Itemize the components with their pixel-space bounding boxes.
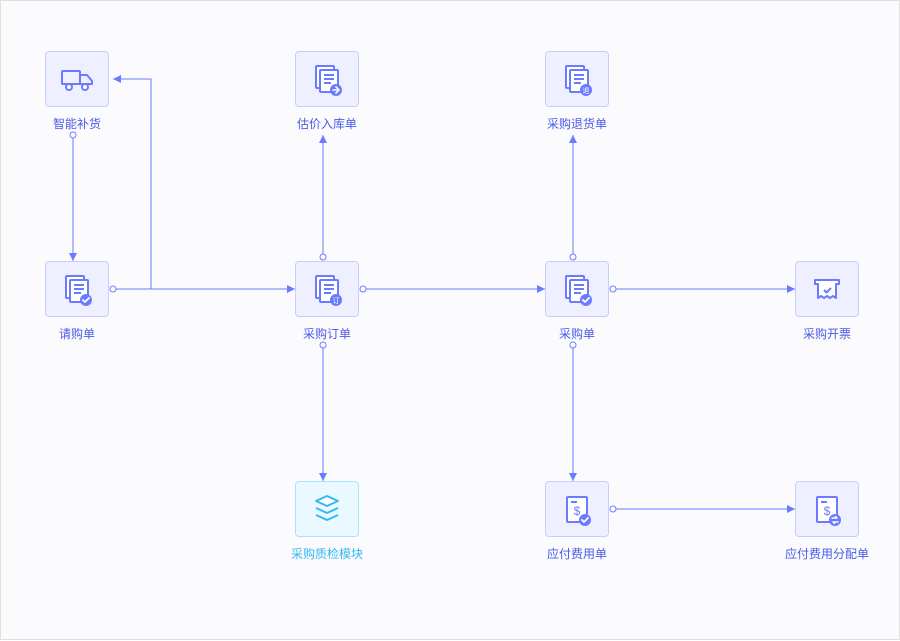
node-n0[interactable]: 智能补货 [41, 51, 113, 132]
node-label: 采购质检模块 [257, 545, 397, 562]
node-n1[interactable]: 估价入库单 [291, 51, 363, 132]
receipt-icon [795, 261, 859, 317]
doc-check-icon [45, 261, 109, 317]
node-n9[interactable]: $ 应付费用分配单 [791, 481, 863, 562]
node-label: 采购退货单 [507, 115, 647, 132]
node-n7[interactable]: 采购质检模块 [291, 481, 363, 562]
node-n3[interactable]: 请购单 [41, 261, 113, 342]
node-n2[interactable]: 退 采购退货单 [541, 51, 613, 132]
node-n6[interactable]: 采购开票 [791, 261, 863, 342]
svg-text:退: 退 [583, 86, 590, 95]
stack-icon [295, 481, 359, 537]
svg-text:$: $ [574, 504, 581, 518]
node-label: 采购单 [507, 325, 647, 342]
node-label: 采购订单 [257, 325, 397, 342]
doc-check-icon [545, 261, 609, 317]
node-label: 请购单 [7, 325, 147, 342]
node-label: 估价入库单 [257, 115, 397, 132]
node-n4[interactable]: 订 采购订单 [291, 261, 363, 342]
node-label: 智能补货 [7, 115, 147, 132]
doc-return-icon: 退 [545, 51, 609, 107]
doc-label-icon: 订 [295, 261, 359, 317]
node-label: 采购开票 [757, 325, 897, 342]
node-label: 应付费用单 [507, 545, 647, 562]
svg-text:$: $ [824, 504, 831, 518]
doc-money-sw-icon: $ [795, 481, 859, 537]
node-label: 应付费用分配单 [757, 545, 897, 562]
truck-icon [45, 51, 109, 107]
flowchart-canvas: 智能补货 估价入库单 退 采购退货单 [0, 0, 900, 640]
node-n5[interactable]: 采购单 [541, 261, 613, 342]
doc-arrow-icon [295, 51, 359, 107]
doc-money-icon: $ [545, 481, 609, 537]
svg-text:订: 订 [333, 296, 340, 305]
node-n8[interactable]: $ 应付费用单 [541, 481, 613, 562]
